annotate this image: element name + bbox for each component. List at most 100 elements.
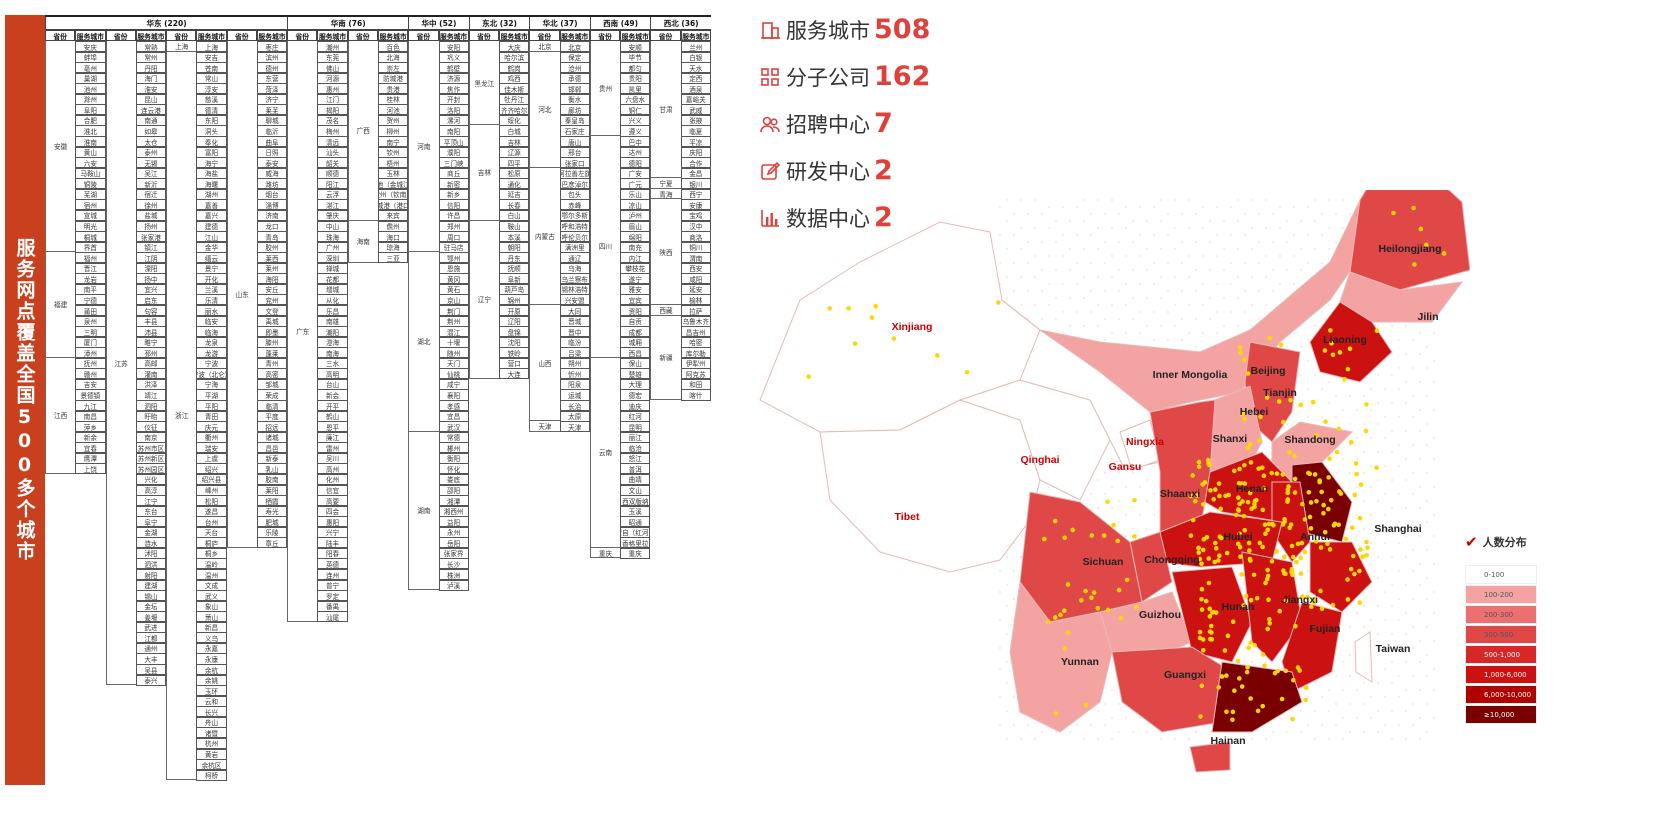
city-cell: 天门: [438, 357, 469, 369]
province-liaoning[interactable]: [1309, 301, 1393, 383]
city-cell: 从化: [317, 294, 348, 306]
city-cell: 铁岭: [499, 347, 530, 359]
background-dot: [1174, 738, 1176, 740]
city-cell: 济南: [256, 209, 288, 221]
city-cell: 乐清: [196, 294, 227, 306]
background-dot: [1153, 339, 1155, 341]
service-point-dot: [1237, 676, 1242, 681]
background-dot: [1132, 220, 1134, 222]
province-cell: 西藏: [650, 305, 681, 316]
city-cell: 兴宁: [317, 526, 348, 538]
map-label: Anhui: [1300, 531, 1330, 543]
city-cell: 濮阳: [438, 146, 469, 158]
city-cell: 青州: [256, 357, 288, 369]
service-point-dot: [1358, 482, 1364, 487]
city-cell: 广元: [620, 178, 651, 190]
background-dot: [1132, 297, 1134, 299]
background-dot: [1139, 332, 1141, 334]
service-point-dot: [1242, 462, 1247, 468]
province-jiangxi[interactable]: [1241, 551, 1303, 663]
city-cell: 温岭: [196, 558, 227, 570]
service-point-dot: [1265, 626, 1270, 632]
map-label: Guangxi: [1164, 669, 1206, 681]
province-taiwan[interactable]: [1354, 631, 1373, 683]
background-dot: [1055, 731, 1057, 733]
background-dot: [1160, 248, 1162, 250]
city-cell: 安丘: [256, 283, 288, 295]
service-point-dot: [1224, 550, 1230, 556]
background-dot: [1097, 479, 1099, 481]
background-dot: [1398, 465, 1400, 467]
stat-item: 分子公司 162: [760, 53, 930, 100]
city-column-header: 服务城市: [135, 30, 167, 41]
background-dot: [1111, 507, 1113, 509]
background-dot: [1216, 311, 1218, 313]
province-guangdong[interactable]: [1211, 661, 1303, 733]
service-point-dot: [1252, 504, 1257, 510]
background-dot: [1111, 255, 1113, 257]
background-dot: [1342, 640, 1344, 642]
background-dot: [1286, 241, 1288, 243]
background-dot: [1181, 339, 1183, 341]
province-hainan[interactable]: [1189, 741, 1231, 773]
city-cell: 晋江: [75, 262, 106, 274]
background-dot: [1412, 570, 1414, 572]
background-dot: [1174, 199, 1176, 201]
background-dot: [1181, 290, 1183, 292]
city-cell: 余杭: [196, 664, 227, 676]
city-cell: 呼伦贝尔: [559, 231, 590, 243]
service-point-dot: [1288, 397, 1293, 403]
map-label: Qinghai: [1020, 454, 1059, 466]
city-cell: 文成: [196, 579, 227, 591]
background-dot: [1251, 325, 1253, 327]
background-dot: [1181, 241, 1183, 243]
service-point-dot: [1065, 630, 1071, 635]
province-shaanxi[interactable]: [1149, 399, 1216, 533]
city-cell: 贵阳: [620, 72, 651, 84]
background-dot: [1391, 374, 1393, 376]
province-yunnan[interactable]: [1009, 580, 1113, 733]
city-cell: 武威: [680, 104, 711, 116]
city-cell: 衡水: [559, 93, 590, 105]
background-dot: [1363, 549, 1365, 551]
city-cell: 大庆: [499, 41, 530, 53]
city-cell: 凯里: [620, 83, 651, 95]
city-cell: 乐昌: [317, 305, 348, 317]
background-dot: [1090, 234, 1092, 236]
background-dot: [1426, 654, 1428, 656]
background-dot: [1062, 255, 1064, 257]
province-column-header: 省份: [287, 30, 318, 41]
background-dot: [1314, 248, 1316, 250]
service-point-dot: [1276, 399, 1282, 404]
background-dot: [1104, 493, 1106, 495]
service-point-dot: [1345, 366, 1351, 372]
service-point-dot: [1213, 610, 1219, 615]
province-column-header: 省份: [468, 30, 500, 41]
background-dot: [1034, 227, 1036, 229]
background-dot: [1349, 423, 1351, 425]
background-dot: [1433, 486, 1435, 488]
city-cell: 商洛: [680, 231, 711, 243]
city-cell: 江阴: [135, 252, 167, 264]
service-point-dot: [1334, 449, 1340, 455]
service-point-dot: [1326, 506, 1331, 512]
service-point-dot: [1091, 590, 1097, 595]
service-point-dot: [1298, 402, 1304, 408]
background-dot: [1377, 451, 1379, 453]
city-cell: 肥城: [256, 516, 288, 528]
background-dot: [1195, 346, 1197, 348]
city-cell: 锡山: [135, 590, 167, 602]
background-dot: [1377, 605, 1379, 607]
province-zhejiang[interactable]: [1309, 541, 1373, 613]
city-cell: 昌邑: [256, 442, 288, 454]
stat-label: 研发中心: [786, 159, 870, 184]
service-point-dot: [1202, 480, 1208, 485]
service-point-dot: [1089, 595, 1094, 601]
city-cell: 玉环: [196, 685, 227, 697]
background-dot: [1412, 339, 1414, 341]
province-heilongjiang[interactable]: [1349, 190, 1470, 291]
city-cell: 绍兴: [196, 463, 227, 475]
background-dot: [1342, 661, 1344, 663]
city-cell: 南阳: [438, 125, 469, 137]
background-dot: [1342, 486, 1344, 488]
